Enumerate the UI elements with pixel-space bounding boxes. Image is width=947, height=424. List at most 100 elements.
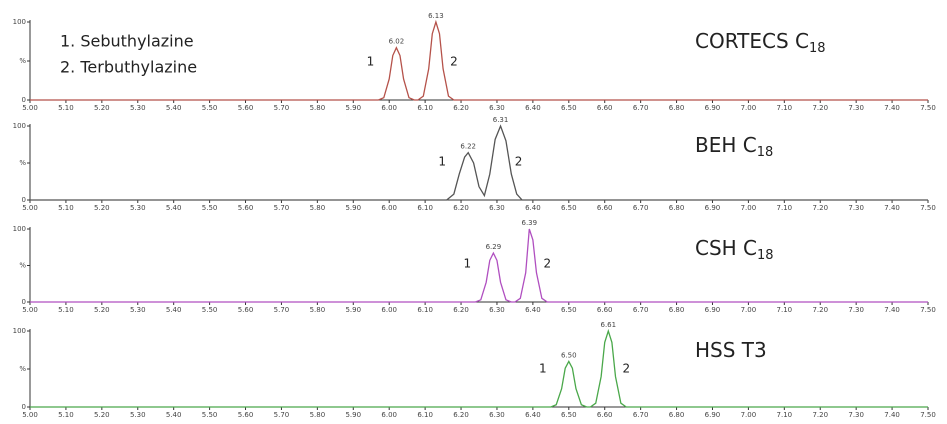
y-tick-label: 0 [22,298,26,306]
x-tick-label: 5.50 [202,306,218,314]
x-tick-label: 7.40 [884,306,900,314]
x-tick-label: 6.40 [525,306,541,314]
peak-time-label: 6.02 [389,38,405,46]
x-tick-label: 5.40 [166,306,182,314]
peak-number: 2 [450,55,458,69]
x-tick-label: 5.90 [345,204,361,212]
x-tick-label: 5.80 [310,411,326,419]
x-tick-label: 5.70 [274,306,290,314]
column-title: CSH C18 [695,236,774,263]
x-tick-label: 5.40 [166,204,182,212]
x-tick-label: 6.00 [381,411,397,419]
x-tick-label: 5.20 [94,104,110,112]
x-tick-label: 6.60 [597,204,613,212]
x-tick-label: 7.20 [812,204,828,212]
x-tick-label: 5.50 [202,104,218,112]
x-tick-label: 6.90 [705,104,721,112]
y-tick-label: 0 [22,403,26,411]
x-tick-label: 6.30 [489,411,505,419]
x-tick-label: 6.50 [561,104,577,112]
x-tick-label: 7.50 [920,204,936,212]
y-tick-label: 100 [13,122,26,130]
x-tick-label: 6.20 [453,104,469,112]
x-tick-label: 6.30 [489,306,505,314]
x-tick-label: 5.90 [345,306,361,314]
trace [30,124,928,201]
x-tick-label: 6.40 [525,204,541,212]
x-tick-label: 5.10 [58,104,74,112]
x-tick-label: 7.00 [741,104,757,112]
x-tick-label: 6.50 [561,411,577,419]
y-tick-label: % [19,262,26,270]
x-tick-label: 7.00 [741,411,757,419]
x-tick-label: 7.10 [777,411,793,419]
x-tick-label: 7.10 [777,104,793,112]
column-title: HSS T3 [695,338,767,362]
x-tick-label: 5.10 [58,306,74,314]
x-tick-label: 6.10 [417,204,433,212]
trace [30,228,928,303]
x-tick-label: 5.90 [345,104,361,112]
x-tick-label: 5.60 [238,306,254,314]
x-tick-label: 7.30 [848,411,864,419]
x-tick-label: 5.30 [130,306,146,314]
trace [30,328,928,408]
x-tick-label: 6.30 [489,204,505,212]
x-tick-label: 5.40 [166,411,182,419]
x-tick-label: 5.00 [22,104,38,112]
x-tick-label: 6.90 [705,204,721,212]
x-tick-label: 6.60 [597,104,613,112]
x-tick-label: 5.60 [238,204,254,212]
x-tick-label: 7.40 [884,204,900,212]
peak-time-label: 6.31 [493,116,509,124]
peak-time-label: 6.29 [486,243,502,251]
y-tick-label: 0 [22,96,26,104]
x-tick-label: 7.10 [777,306,793,314]
peak-time-label: 6.39 [521,219,537,227]
x-tick-label: 6.90 [705,306,721,314]
x-tick-label: 7.40 [884,411,900,419]
x-tick-label: 7.00 [741,204,757,212]
x-tick-label: 7.20 [812,411,828,419]
column-name: BEH C [695,133,757,157]
x-tick-label: 5.30 [130,104,146,112]
peak-time-label: 6.22 [460,143,476,151]
x-tick-label: 5.70 [274,104,290,112]
peak-time-label: 6.13 [428,12,444,20]
x-tick-label: 5.10 [58,411,74,419]
x-tick-label: 6.10 [417,411,433,419]
x-tick-label: 7.50 [920,104,936,112]
y-tick-label: 100 [13,327,26,335]
x-tick-label: 6.50 [561,306,577,314]
x-tick-label: 6.10 [417,104,433,112]
x-tick-label: 5.00 [22,204,38,212]
x-tick-label: 6.70 [633,411,649,419]
column-title: BEH C18 [695,133,773,160]
y-tick-label: % [19,57,26,65]
x-tick-label: 7.30 [848,104,864,112]
column-subscript: 18 [757,145,774,160]
column-name: CORTECS C [695,29,809,53]
x-tick-label: 7.50 [920,306,936,314]
peak-number: 2 [543,257,551,271]
y-tick-label: 100 [13,18,26,26]
peak-number: 2 [622,362,630,376]
x-tick-label: 7.00 [741,306,757,314]
legend-note: 2. Terbuthylazine [60,58,197,77]
trace [30,19,928,101]
peak-number: 1 [438,155,446,169]
column-title: CORTECS C18 [695,29,826,56]
x-tick-label: 6.80 [669,306,685,314]
x-tick-label: 6.10 [417,306,433,314]
x-tick-label: 7.20 [812,306,828,314]
x-tick-label: 6.00 [381,104,397,112]
x-tick-label: 5.10 [58,204,74,212]
x-tick-label: 5.30 [130,204,146,212]
x-tick-label: 7.30 [848,204,864,212]
x-tick-label: 7.30 [848,306,864,314]
x-tick-label: 5.60 [238,411,254,419]
x-tick-label: 6.00 [381,204,397,212]
x-tick-label: 7.20 [812,104,828,112]
x-tick-label: 5.30 [130,411,146,419]
